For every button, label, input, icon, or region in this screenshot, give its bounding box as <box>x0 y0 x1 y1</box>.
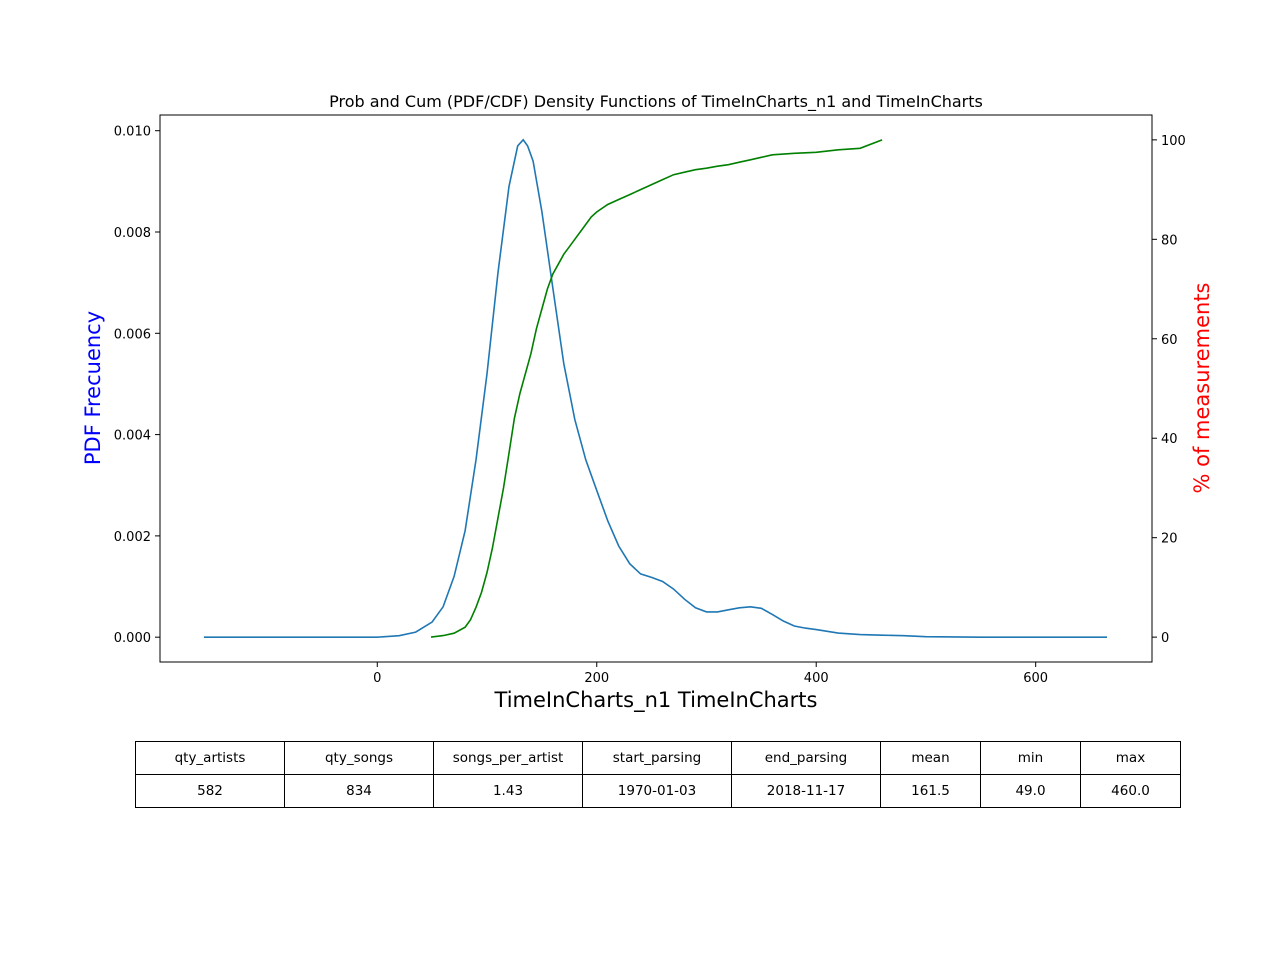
plot-area <box>159 114 1153 663</box>
header-min: min <box>980 741 1081 775</box>
header-songs-per-artist: songs_per_artist <box>433 741 583 775</box>
x-tick-label: 200 <box>584 671 609 686</box>
y-axis-label-left: PDF Frecuency <box>81 311 105 465</box>
x-axis-label: TimeInCharts_n1 TimeInCharts <box>494 688 818 713</box>
value-start-parsing: 1970-01-03 <box>582 774 732 808</box>
y-tick-label-right: 20 <box>1161 532 1178 547</box>
y-tick-label-right: 80 <box>1161 233 1178 248</box>
stats-value-row: 582 834 1.43 1970-01-03 2018-11-17 161.5… <box>135 774 1181 808</box>
y-tick-label-left: 0.008 <box>114 226 151 241</box>
value-songs-per-artist: 1.43 <box>433 774 583 808</box>
value-qty-songs: 834 <box>284 774 434 808</box>
y-tick-label-left: 0.006 <box>114 327 151 342</box>
value-min: 49.0 <box>980 774 1081 808</box>
value-mean: 161.5 <box>880 774 981 808</box>
y-tick-label-left: 0.000 <box>114 631 151 646</box>
y-tick-label-right: 40 <box>1161 432 1178 447</box>
value-end-parsing: 2018-11-17 <box>731 774 881 808</box>
cdf-series-line <box>430 139 883 638</box>
header-qty-songs: qty_songs <box>284 741 434 775</box>
pdf-series-line <box>203 138 1107 638</box>
chart-title: Prob and Cum (PDF/CDF) Density Functions… <box>329 92 983 112</box>
axis-ticks: 0 200 400 6000.0000.0020.0040.0060.0080.010… <box>114 125 1186 686</box>
y-axis-label-right: % of measurements <box>1190 283 1214 494</box>
x-tick-label: 400 <box>804 671 829 686</box>
y-tick-label-left: 0.004 <box>114 429 151 444</box>
header-mean: mean <box>880 741 981 775</box>
header-start-parsing: start_parsing <box>582 741 732 775</box>
chart: Prob and Cum (PDF/CDF) Density Functions… <box>81 92 1214 713</box>
value-qty-artists: 582 <box>135 774 285 808</box>
y-tick-label-right: 60 <box>1161 333 1178 348</box>
y-tick-label-right: 0 <box>1161 631 1169 646</box>
value-max: 460.0 <box>1080 774 1181 808</box>
header-end-parsing: end_parsing <box>731 741 881 775</box>
y-tick-label-left: 0.010 <box>114 125 151 140</box>
x-tick-label: 0 <box>373 671 381 686</box>
y-tick-label-right: 100 <box>1161 134 1186 149</box>
header-qty-artists: qty_artists <box>135 741 285 775</box>
stats-header-row: qty_artists qty_songs songs_per_artist s… <box>135 741 1181 775</box>
y-tick-label-left: 0.002 <box>114 530 151 545</box>
header-max: max <box>1080 741 1181 775</box>
stats-table: qty_artists qty_songs songs_per_artist s… <box>135 741 1181 808</box>
x-tick-label: 600 <box>1023 671 1048 686</box>
